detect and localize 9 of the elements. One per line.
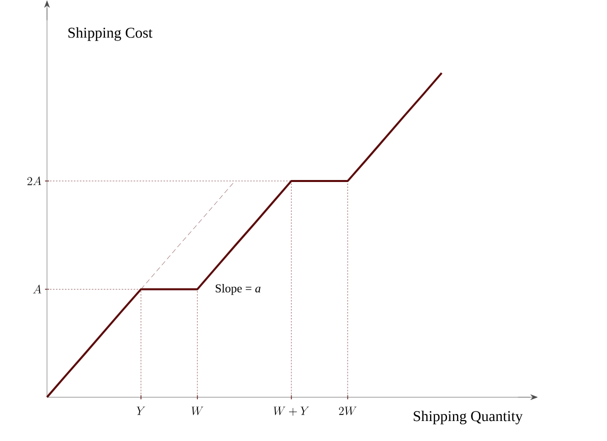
ref-line-label: $A$: [33, 284, 42, 294]
x-tick-label: $W$: [192, 406, 204, 416]
x-tick-label: $2W$: [339, 406, 357, 416]
x-axis-title: Shipping Quantity: [414, 410, 523, 424]
x-tick-label: $W + Y$: [274, 406, 310, 416]
y-axis-title: Shipping Cost: [68, 27, 152, 41]
x-tick-label: $Y$: [136, 406, 146, 415]
annotation: Slope = a: [216, 284, 260, 295]
ref-line-label: $2A$: [27, 176, 42, 185]
